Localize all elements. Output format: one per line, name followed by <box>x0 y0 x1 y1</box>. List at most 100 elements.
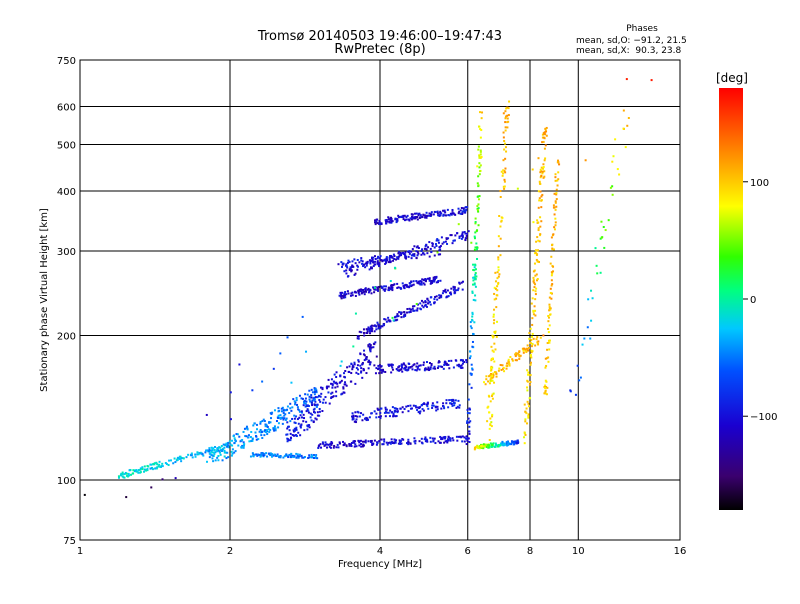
data-point <box>403 287 406 290</box>
data-point <box>538 240 541 243</box>
data-point <box>532 313 535 316</box>
data-point <box>452 439 455 442</box>
data-point <box>536 278 539 281</box>
data-point <box>378 408 381 411</box>
data-point <box>537 206 540 209</box>
data-point <box>430 211 433 214</box>
data-point <box>396 410 399 413</box>
data-point <box>290 452 293 455</box>
data-point <box>387 319 390 322</box>
data-point <box>474 217 477 220</box>
data-point <box>458 235 461 238</box>
data-point <box>327 378 330 381</box>
data-point <box>362 443 365 446</box>
data-point <box>612 155 615 158</box>
data-point <box>345 293 348 296</box>
data-point <box>350 372 353 375</box>
data-point <box>355 421 358 424</box>
data-point <box>331 391 334 394</box>
data-point <box>468 383 471 386</box>
data-point <box>474 264 477 267</box>
data-point <box>373 364 376 367</box>
data-point <box>396 407 399 410</box>
data-point <box>295 456 298 459</box>
data-point <box>495 306 498 309</box>
data-point <box>125 496 128 499</box>
data-point <box>318 398 321 401</box>
data-point <box>378 372 381 375</box>
data-point <box>347 292 350 295</box>
x-axis-label: Frequency [MHz] <box>338 559 422 570</box>
data-point <box>532 279 535 282</box>
data-point <box>360 288 363 291</box>
data-point <box>554 201 557 204</box>
data-point <box>376 262 379 265</box>
data-point <box>365 357 368 360</box>
data-point <box>544 390 547 393</box>
data-point <box>479 444 482 447</box>
data-point <box>132 469 135 472</box>
data-point <box>413 440 416 443</box>
data-point <box>304 397 307 400</box>
data-point <box>550 292 553 295</box>
data-point <box>277 407 280 410</box>
data-point <box>216 456 219 459</box>
data-point <box>438 360 441 363</box>
data-point <box>355 418 358 421</box>
data-point <box>299 414 302 417</box>
data-point <box>474 272 477 275</box>
data-point <box>551 272 554 275</box>
data-point <box>394 441 397 444</box>
data-point <box>354 440 357 443</box>
data-point <box>412 283 415 286</box>
data-point <box>457 363 460 366</box>
data-point <box>385 441 388 444</box>
data-point <box>503 148 506 151</box>
data-point <box>424 214 427 217</box>
data-point <box>376 321 379 324</box>
data-point <box>308 395 311 398</box>
data-point <box>361 376 364 379</box>
data-point <box>484 383 487 386</box>
data-point <box>398 216 401 219</box>
data-point <box>479 136 482 139</box>
data-point <box>330 378 333 381</box>
data-point <box>296 418 299 421</box>
data-point <box>448 214 451 217</box>
data-point <box>474 221 477 224</box>
data-point <box>422 282 425 285</box>
data-point <box>399 443 402 446</box>
data-point <box>464 232 467 235</box>
data-point <box>491 379 494 382</box>
data-point <box>379 417 382 420</box>
data-point <box>302 420 305 423</box>
data-point <box>470 363 473 366</box>
data-point <box>346 261 349 264</box>
data-point <box>343 292 346 295</box>
data-point <box>217 455 220 458</box>
data-point <box>329 446 332 449</box>
data-point <box>286 454 289 457</box>
data-point <box>536 236 539 239</box>
data-point <box>460 358 463 361</box>
data-point <box>448 399 451 402</box>
data-point <box>532 276 535 279</box>
data-point <box>364 441 367 444</box>
data-point <box>370 412 373 415</box>
data-point <box>391 366 394 369</box>
data-point <box>251 389 254 392</box>
data-point <box>463 231 466 234</box>
data-point <box>445 238 448 241</box>
data-point <box>412 404 415 407</box>
data-point <box>277 414 280 417</box>
data-point <box>424 368 427 371</box>
data-point <box>441 438 444 441</box>
data-point <box>454 213 457 216</box>
data-point <box>305 404 308 407</box>
data-point <box>439 248 442 251</box>
data-point <box>383 285 386 288</box>
data-point <box>369 345 372 348</box>
data-point <box>290 455 293 458</box>
data-point <box>416 367 419 370</box>
data-point <box>345 263 348 266</box>
